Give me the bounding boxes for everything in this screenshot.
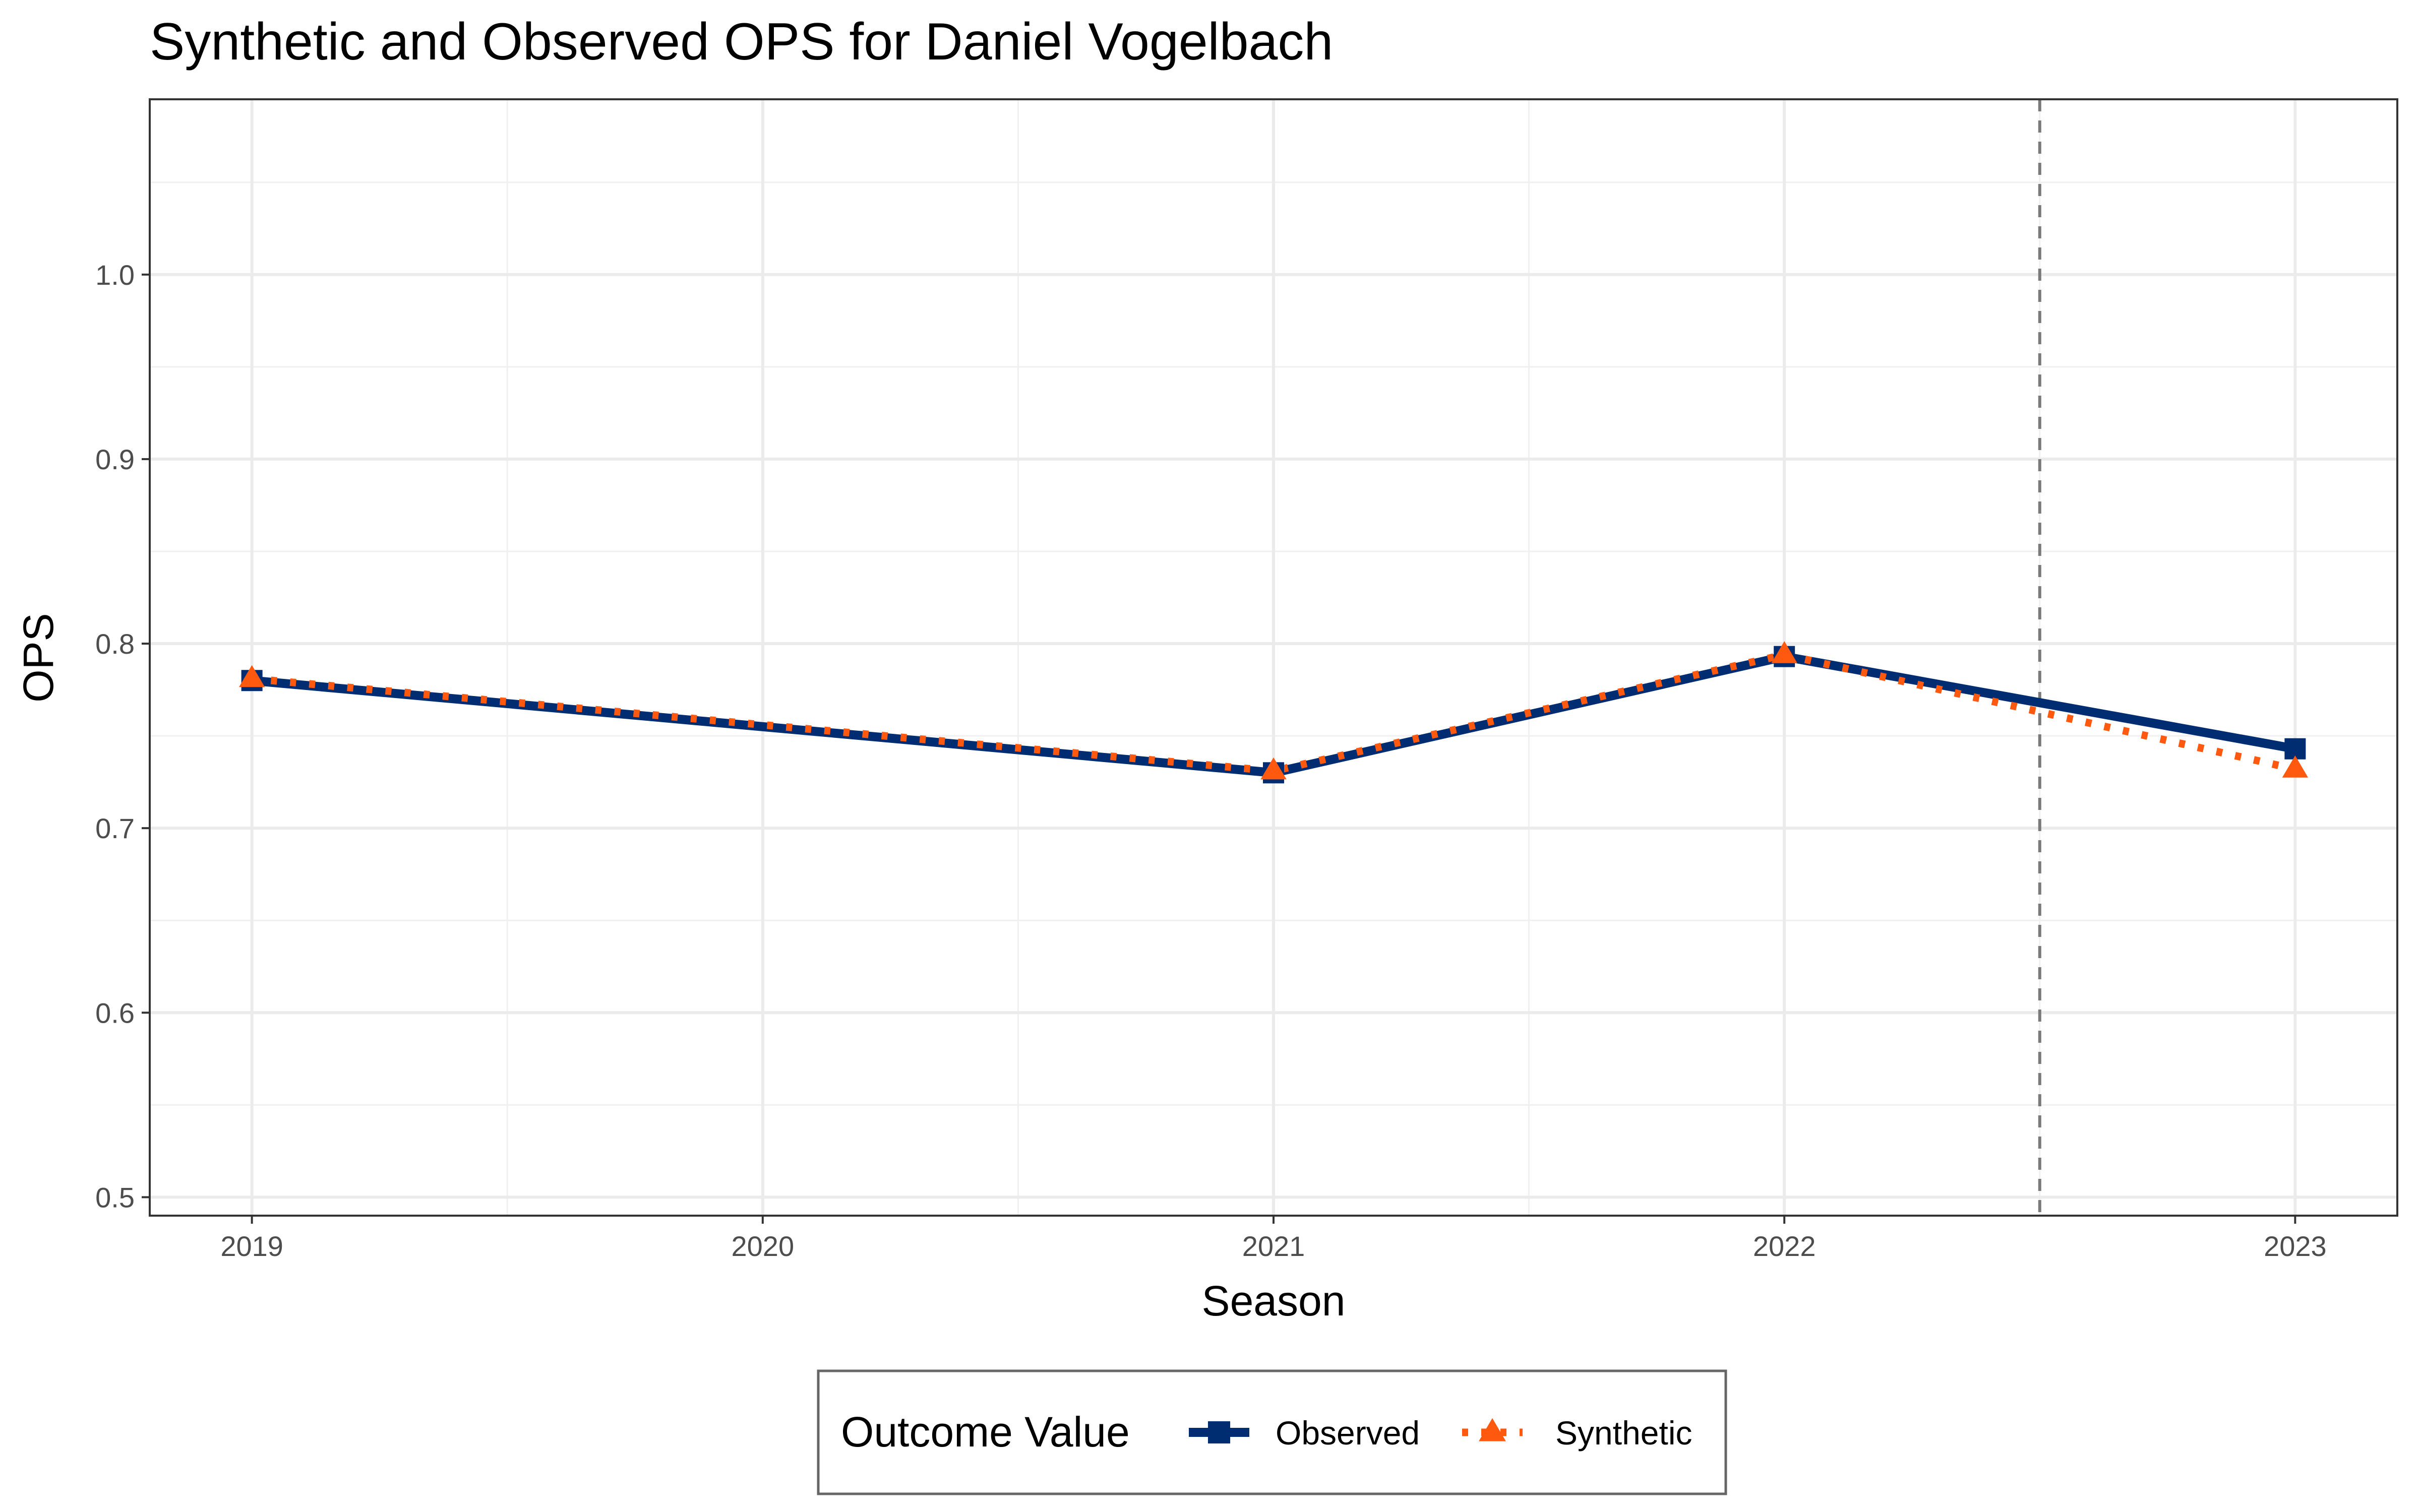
- y-tick-label: 0.9: [95, 444, 135, 475]
- x-tick-label: 2021: [1242, 1230, 1305, 1262]
- y-tick-label: 0.5: [95, 1181, 135, 1213]
- series-markers: [239, 641, 2308, 784]
- legend-title: Outcome Value: [841, 1408, 1130, 1456]
- y-tick-label: 1.0: [95, 259, 135, 291]
- y-tick-label: 0.8: [95, 628, 135, 660]
- legend-marker-observed: [1207, 1421, 1231, 1444]
- legend-label-synthetic: Synthetic: [1555, 1414, 1692, 1452]
- y-tick-label: 0.6: [95, 997, 135, 1029]
- x-axis-ticks: 2019 2020 2021 2022 2023: [220, 1216, 2327, 1262]
- x-tick-label: 2023: [2264, 1230, 2327, 1262]
- series-lines: [251, 651, 2296, 778]
- x-axis-title: Season: [1202, 1277, 1346, 1325]
- y-tick-label: 0.7: [95, 812, 135, 844]
- chart-title: Synthetic and Observed OPS for Daniel Vo…: [150, 13, 1333, 71]
- legend-marker-synthetic: [1479, 1418, 1506, 1441]
- data-point-synthetic: [2282, 755, 2308, 778]
- series-line-synthetic: [251, 651, 2296, 775]
- y-axis-title: OPS: [15, 613, 62, 702]
- y-axis-ticks: 0.5 0.6 0.7 0.8 0.9 1.0: [95, 259, 150, 1213]
- legend-items: Observed Synthetic: [1189, 1414, 1692, 1452]
- x-tick-label: 2022: [1753, 1230, 1816, 1262]
- data-point-synthetic: [1771, 641, 1797, 663]
- major-gridlines: [150, 99, 2397, 1216]
- legend-box: [817, 1369, 1727, 1495]
- legend-label-observed: Observed: [1276, 1414, 1420, 1452]
- legend: Outcome Value Observed Synthetic: [817, 1369, 1727, 1495]
- data-point-synthetic: [1260, 757, 1287, 780]
- data-point-synthetic: [239, 665, 265, 687]
- x-tick-label: 2020: [732, 1230, 795, 1262]
- x-tick-label: 2019: [220, 1230, 283, 1262]
